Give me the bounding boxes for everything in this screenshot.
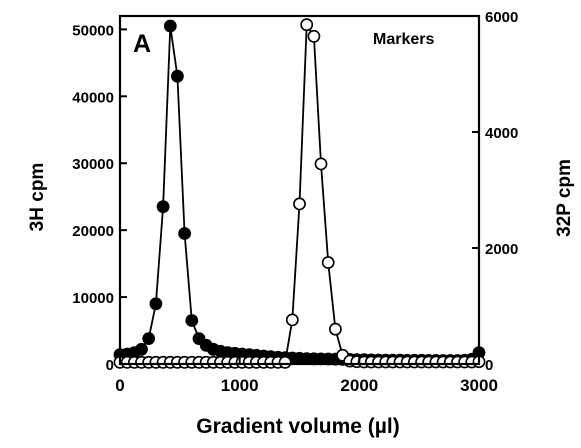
y-tick-label-left: 40000 — [72, 89, 114, 106]
axis-ticks: 0 1000 2000 3000010000200003000040000500000… — [72, 9, 518, 395]
x-axis-title: Gradient volume (µl) — [196, 415, 399, 438]
data-point-open — [285, 313, 299, 327]
y-tick-label-right: 6000 — [485, 9, 518, 26]
data-point-open — [328, 322, 342, 336]
y-tick-label-left: 50000 — [72, 22, 114, 39]
y-tick-label-left: 20000 — [72, 223, 114, 240]
data-point-filled — [149, 297, 163, 311]
data-point-filled — [170, 69, 184, 83]
y-tick-label-left: 30000 — [72, 156, 114, 173]
data-point-open — [278, 355, 292, 369]
data-point-filled — [135, 342, 148, 356]
data-point-open — [300, 18, 314, 32]
data-point-filled — [142, 332, 156, 345]
data-point-open — [321, 256, 335, 269]
data-point-filled — [178, 227, 191, 240]
data-point-open — [314, 157, 328, 171]
y-tick-label-right: 4000 — [485, 125, 518, 142]
y-axis-title-right: 32P cpm — [554, 159, 575, 237]
y-tick-label-left: 10000 — [72, 290, 114, 307]
x-tick-label: 0 — [115, 376, 124, 395]
plot-frame — [118, 14, 481, 366]
data-point-filled — [156, 200, 170, 214]
x-tick-label: 3000 — [460, 376, 498, 395]
y-tick-label-right: 0 — [485, 357, 493, 374]
data-point-filled — [185, 314, 199, 327]
y-axis-title-left: 3H cpm — [27, 163, 48, 232]
markers-annotation: Markers — [373, 31, 434, 48]
panel-label: A — [133, 30, 151, 58]
y-tick-label-left: 0 — [106, 357, 114, 374]
x-tick-label: 1000 — [221, 376, 259, 395]
data-point-open — [293, 197, 306, 211]
y-tick-label-right: 2000 — [485, 241, 518, 258]
data-point-filled — [163, 19, 177, 33]
x-tick-label: 2000 — [340, 376, 378, 395]
data-point-open — [307, 29, 321, 43]
